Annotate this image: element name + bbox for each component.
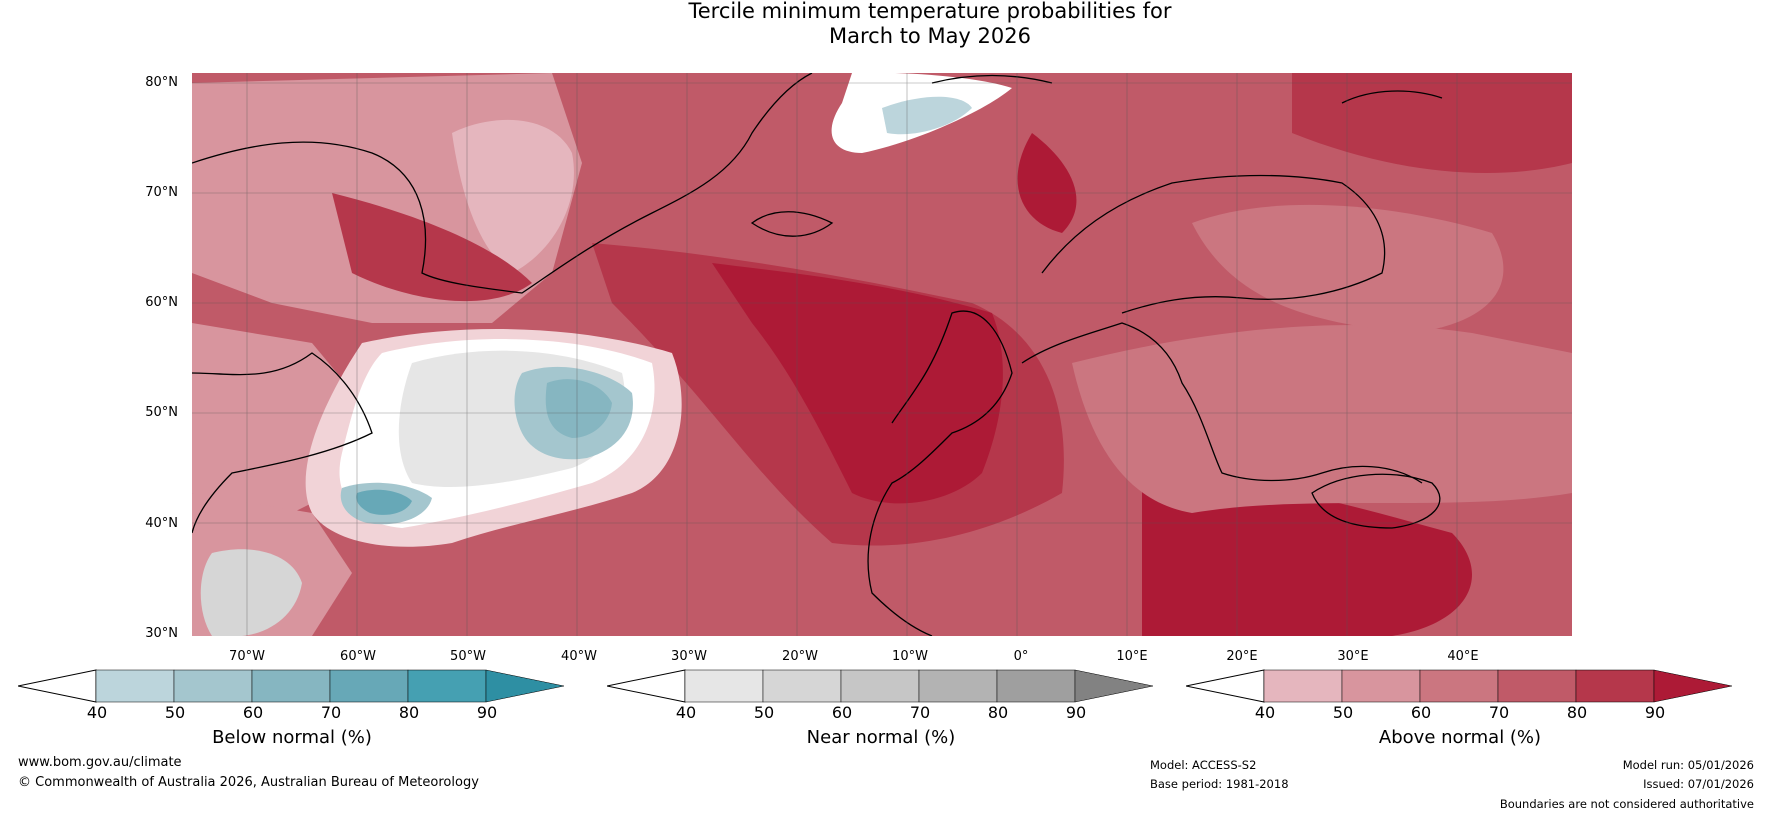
region-norwegian-sea (1017, 133, 1077, 233)
lat-label-80n: 80°N (145, 75, 178, 90)
svalbard-coast (931, 74, 1053, 84)
lat-label-40n: 40°N (145, 516, 178, 531)
map-svg (192, 73, 1572, 636)
below-swatch-60 (251, 669, 331, 703)
lon-label-60w: 60°W (340, 649, 376, 664)
below-swatch-80 (407, 669, 487, 703)
above-swatch-50 (1341, 669, 1421, 703)
lon-label-10e: 10°E (1116, 649, 1148, 664)
above-tick-60: 60 (1410, 703, 1432, 722)
below-tick-40: 40 (86, 703, 108, 722)
above-swatch-90 (1653, 669, 1733, 703)
graticule (192, 73, 1572, 636)
above-tick-90: 90 (1644, 703, 1666, 722)
colorbar-above-normal (1185, 668, 1734, 704)
near-tick-50: 50 (753, 703, 775, 722)
colorbar-near-svg (606, 669, 1154, 703)
lon-label-70w: 70°W (229, 649, 265, 664)
near-tick-90: 90 (1065, 703, 1087, 722)
below-tick-50: 50 (164, 703, 186, 722)
lon-label-20e: 20°E (1226, 649, 1258, 664)
near-normal-label: Near normal (%) (806, 727, 956, 748)
colorbar-near-normal (606, 668, 1155, 704)
lat-label-30n: 30°N (145, 626, 178, 641)
below-tick-70: 70 (320, 703, 342, 722)
region-mediterranean (1142, 481, 1472, 636)
above-swatch-60 (1419, 669, 1499, 703)
near-tick-60: 60 (831, 703, 853, 722)
lat-label-60n: 60°N (145, 295, 178, 310)
region-barents-sea (1292, 73, 1572, 173)
lon-label-30e: 30°E (1337, 649, 1369, 664)
lon-label-40w: 40°W (561, 649, 597, 664)
region-bermuda-near-normal (200, 549, 302, 636)
above-swatch-80 (1575, 669, 1655, 703)
near-swatch-40 (684, 669, 764, 703)
above-tick-40: 40 (1254, 703, 1276, 722)
above-normal-label: Above normal (%) (1378, 727, 1542, 748)
below-tick-80: 80 (398, 703, 420, 722)
near-tick-80: 80 (987, 703, 1009, 722)
region-sw-below-normal-core (356, 489, 412, 515)
region-north-atlantic-core (712, 263, 1003, 504)
lat-label-70n: 70°N (145, 185, 178, 200)
lon-label-30w: 30°W (671, 649, 707, 664)
region-greenland-interior (452, 119, 574, 273)
footer-website[interactable]: www.bom.gov.au/climate (18, 755, 182, 770)
above-tick-80: 80 (1566, 703, 1588, 722)
below-swatch-50 (173, 669, 253, 703)
title-line-2: March to May 2026 (829, 24, 1031, 48)
near-swatch-60 (840, 669, 920, 703)
region-davis-strait (332, 193, 532, 302)
footer-base-period: Base period: 1981-2018 (1150, 777, 1289, 791)
western-europe-coast (867, 310, 1013, 636)
near-tick-40: 40 (675, 703, 697, 722)
lon-label-50w: 50°W (450, 649, 486, 664)
below-swatch-40 (95, 669, 175, 703)
north-america-coast (192, 352, 373, 534)
central-europe-coast (1021, 322, 1423, 484)
below-tick-90: 90 (476, 703, 498, 722)
region-europe-land (1072, 324, 1572, 513)
scandinavia-coast (1041, 174, 1386, 314)
below-normal-label: Below normal (%) (212, 727, 372, 748)
iceland-coast (750, 211, 834, 237)
footer-model: Model: ACCESS-S2 (1150, 758, 1257, 772)
above-swatch-40 (1263, 669, 1343, 703)
lon-label-40e: 40°E (1447, 649, 1479, 664)
lon-label-10w: 10°W (892, 649, 928, 664)
region-scandinavia (1192, 204, 1504, 333)
coastlines (192, 73, 1443, 636)
footer-copyright: © Commonwealth of Australia 2026, Austra… (18, 775, 479, 790)
greenland-coast (192, 73, 813, 294)
colorbar-below-svg (17, 669, 565, 703)
below-swatch-90 (485, 669, 565, 703)
probability-map[interactable] (192, 73, 1572, 636)
chart-title: Tercile minimum temperature probabilitie… (0, 0, 1770, 49)
near-swatch-90 (1074, 669, 1154, 703)
lat-label-50n: 50°N (145, 405, 178, 420)
footer-model-run: Model run: 05/01/2026 (1622, 758, 1754, 772)
region-atlantic-below-normal-core (545, 379, 612, 438)
lon-label-20w: 20°W (782, 649, 818, 664)
near-swatch-80 (996, 669, 1076, 703)
footer-issued: Issued: 07/01/2026 (1643, 777, 1754, 791)
colorbar-above-svg (1185, 669, 1733, 703)
title-line-1: Tercile minimum temperature probabilitie… (688, 0, 1172, 23)
footer-disclaimer: Boundaries are not considered authoritat… (1499, 797, 1754, 811)
near-swatch-70 (918, 669, 998, 703)
above-swatch-70 (1497, 669, 1577, 703)
near-swatch-50 (762, 669, 842, 703)
below-tick-60: 60 (242, 703, 264, 722)
region-arctic-below-normal (882, 96, 972, 135)
above-tick-70: 70 (1488, 703, 1510, 722)
novaya-zemlya-coast (1341, 90, 1443, 104)
lon-label-0: 0° (1013, 649, 1029, 664)
above-tick-50: 50 (1332, 703, 1354, 722)
near-tick-70: 70 (909, 703, 931, 722)
black-sea-coast (1311, 473, 1441, 529)
colorbar-below-normal (17, 668, 566, 704)
below-swatch-70 (329, 669, 409, 703)
